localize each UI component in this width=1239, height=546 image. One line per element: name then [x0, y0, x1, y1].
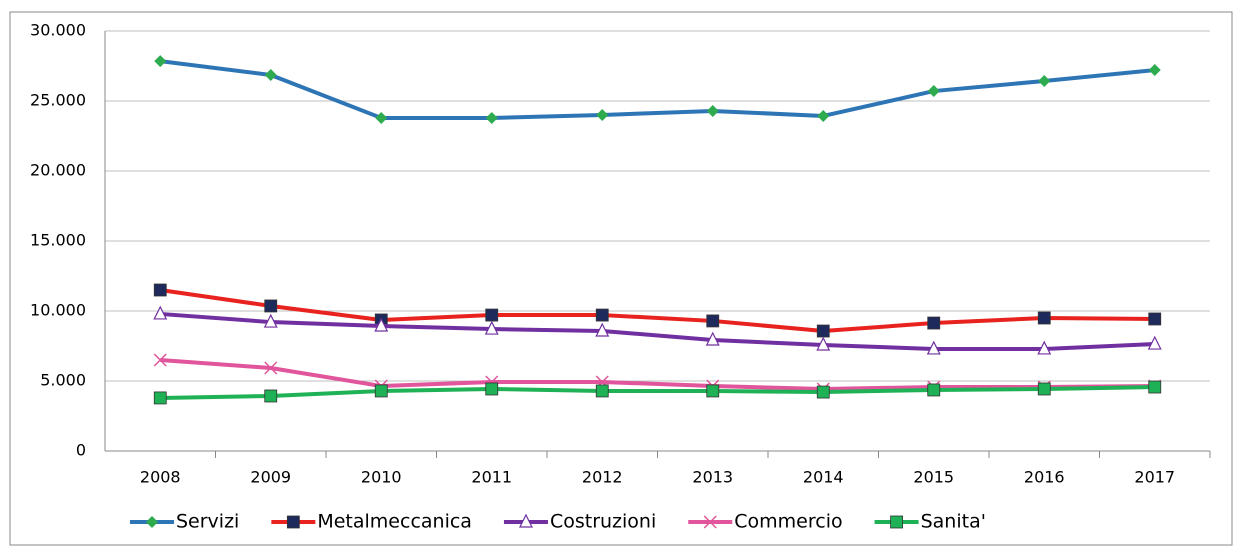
y-tick-label: 10.000: [30, 301, 86, 320]
marker: [927, 383, 941, 397]
marker: [1147, 335, 1162, 350]
marker: [263, 313, 278, 328]
chart-frame: [9, 11, 1233, 546]
marker: [595, 384, 609, 398]
marker: [816, 324, 830, 338]
marker: [264, 389, 278, 403]
marker: [264, 361, 278, 375]
x-tick-label: 2015: [913, 468, 954, 487]
marker: [890, 515, 903, 529]
y-tick-label: 0: [76, 441, 86, 460]
marker: [816, 385, 830, 399]
marker: [705, 331, 720, 346]
marker: [1037, 382, 1051, 396]
legend-label: Sanita': [921, 511, 986, 533]
x-tick-label: 2009: [250, 468, 291, 487]
marker: [706, 384, 720, 398]
marker: [595, 322, 610, 337]
marker: [706, 104, 719, 117]
marker: [518, 513, 533, 528]
marker: [1037, 340, 1052, 355]
marker: [485, 308, 499, 322]
marker: [816, 336, 831, 351]
x-tick-label: 2017: [1134, 468, 1175, 487]
legend-label: Servizi: [176, 511, 239, 533]
marker: [706, 314, 720, 328]
legend-label: Metalmeccanica: [317, 511, 472, 533]
series-line: [160, 59, 1155, 120]
marker: [153, 283, 167, 297]
x-tick-label: 2008: [140, 468, 181, 487]
marker: [286, 515, 300, 529]
marker: [264, 299, 278, 313]
marker: [146, 516, 158, 528]
legend-label: Commercio: [734, 511, 842, 533]
marker: [927, 85, 940, 98]
series-line: [160, 311, 1155, 351]
marker: [817, 109, 830, 122]
marker: [153, 391, 167, 405]
marker: [1038, 74, 1051, 87]
marker: [927, 316, 941, 330]
legend: Servizi Metalmeccanica Costruzioni Commerci…: [130, 511, 986, 533]
marker: [1148, 64, 1161, 77]
marker: [484, 320, 499, 335]
x-tick-label: 2016: [1024, 468, 1065, 487]
marker: [595, 308, 609, 322]
series-line: [159, 288, 1155, 334]
marker: [485, 111, 498, 124]
marker: [153, 305, 168, 320]
marker: [1037, 311, 1051, 325]
x-tick-label: 2014: [803, 468, 844, 487]
series-line: [160, 358, 1155, 391]
marker: [264, 68, 277, 81]
marker: [485, 382, 499, 396]
x-tick-label: 2011: [471, 468, 512, 487]
marker: [703, 515, 717, 529]
x-tick-label: 2013: [692, 468, 733, 487]
marker: [1148, 380, 1162, 394]
marker: [153, 353, 167, 367]
marker: [375, 111, 388, 124]
series-line: [160, 385, 1155, 400]
y-tick-label: 5.000: [40, 371, 86, 390]
marker: [374, 317, 389, 332]
marker: [596, 109, 609, 121]
marker: [1148, 312, 1162, 326]
legend-label: Costruzioni: [550, 511, 656, 533]
marker: [154, 55, 167, 68]
x-tick-label: 2012: [582, 468, 623, 487]
x-tick-label: 2010: [361, 468, 402, 487]
y-tick-label: 30.000: [30, 21, 86, 40]
y-tick-label: 15.000: [30, 231, 86, 250]
marker: [926, 340, 941, 355]
y-tick-label: 20.000: [30, 161, 86, 180]
y-tick-label: 25.000: [30, 91, 86, 110]
marker: [374, 384, 388, 398]
